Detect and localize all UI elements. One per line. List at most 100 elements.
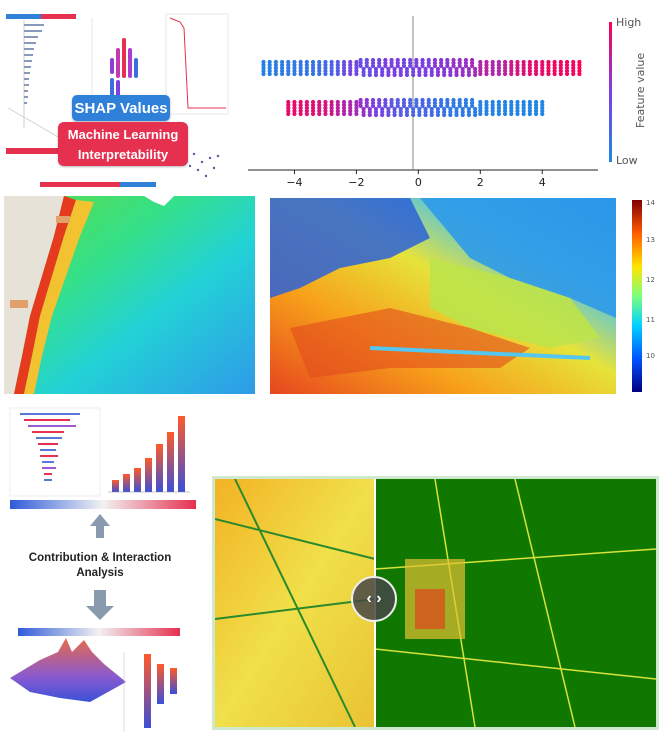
beeswarm-point	[558, 62, 563, 68]
beeswarm-point	[386, 69, 391, 75]
beeswarm-point	[310, 59, 316, 65]
beeswarm-point	[454, 106, 459, 112]
beeswarm-point	[496, 111, 501, 117]
beeswarm-point	[383, 97, 388, 103]
beeswarm-point	[426, 63, 431, 69]
beeswarm-point	[426, 103, 431, 109]
beeswarm-point	[451, 63, 456, 69]
beeswarm-point	[478, 68, 483, 74]
thumbnail-scatter	[184, 152, 220, 178]
beeswarm-point	[292, 62, 297, 68]
comparison-map-graphics	[215, 479, 656, 727]
beeswarm-point	[442, 72, 447, 78]
beeswarm-point	[445, 63, 450, 69]
beeswarm-point	[367, 109, 372, 115]
beeswarm-point	[304, 99, 309, 105]
beeswarm-point	[261, 68, 266, 74]
beeswarm-point	[521, 108, 526, 114]
beeswarm-point	[527, 59, 532, 65]
beeswarm-point	[367, 69, 372, 75]
beeswarm-point	[383, 63, 388, 69]
beeswarm-point	[466, 69, 472, 75]
beeswarm-point	[348, 111, 353, 117]
beeswarm-point	[395, 97, 400, 103]
down-arrow-icon	[86, 590, 114, 620]
beeswarm-point	[527, 71, 532, 77]
beeswarm-point	[392, 66, 397, 72]
beeswarm-point	[463, 97, 469, 103]
beeswarm-point	[417, 72, 422, 78]
beeswarm-point	[323, 102, 328, 108]
colorbar-low-label: Low	[616, 154, 638, 167]
beeswarm-point	[317, 108, 322, 114]
beeswarm-point	[361, 112, 366, 118]
beeswarm-point	[546, 68, 551, 74]
beeswarm-point	[267, 65, 272, 71]
beeswarm-point	[317, 68, 322, 74]
beeswarm-point	[401, 63, 407, 69]
beeswarm-point	[571, 68, 576, 74]
beeswarm-point	[533, 105, 539, 111]
beeswarm-point	[273, 65, 278, 71]
beeswarm-point	[310, 111, 316, 117]
beeswarm-point	[540, 65, 545, 71]
beeswarm-point	[348, 68, 353, 74]
beeswarm-point	[577, 68, 582, 74]
beeswarm-point	[490, 62, 495, 68]
beeswarm-point	[408, 103, 413, 109]
beeswarm-point	[286, 59, 291, 65]
beeswarm-point	[298, 62, 303, 68]
beeswarm-point	[533, 68, 539, 74]
bar-thumbnail	[112, 416, 185, 492]
beeswarm-point	[577, 71, 582, 77]
beeswarm-point	[354, 71, 359, 77]
beeswarm-point	[373, 109, 379, 115]
beeswarm-point	[304, 102, 309, 108]
compare-slider-handle[interactable]: ‹ ›	[351, 576, 397, 622]
beeswarm-point	[304, 71, 309, 77]
beeswarm-point	[451, 100, 456, 106]
beeswarm-point	[509, 99, 514, 105]
beeswarm-point	[463, 100, 469, 106]
beeswarm-point	[540, 105, 545, 111]
beeswarm-point	[417, 109, 422, 115]
land-area	[4, 196, 64, 394]
beeswarm-point	[527, 99, 532, 105]
beeswarm-point	[267, 68, 272, 74]
beeswarm-point	[423, 72, 428, 78]
beeswarm-point	[460, 69, 465, 75]
up-arrow-icon	[90, 514, 110, 538]
beeswarm-point	[426, 100, 431, 106]
beeswarm-point	[304, 65, 309, 71]
beeswarm-point	[354, 99, 359, 105]
beeswarm-point	[515, 62, 520, 68]
beeswarm-point	[420, 100, 425, 106]
interaction-bar	[144, 654, 151, 728]
beeswarm-point	[490, 65, 495, 71]
beeswarm-point	[470, 57, 475, 63]
beeswarm-point	[546, 62, 551, 68]
beeswarm-point	[460, 106, 465, 112]
beeswarm-point	[392, 112, 397, 118]
beeswarm-point	[310, 62, 316, 68]
beeswarm-point	[515, 102, 520, 108]
beeswarm-point	[304, 62, 309, 68]
beeswarm-point	[429, 109, 434, 115]
raster-map-left	[4, 196, 255, 394]
beeswarm-point	[439, 60, 444, 66]
beeswarm-point	[502, 108, 508, 114]
map-label-box	[10, 300, 28, 308]
beeswarm-point	[546, 59, 551, 65]
beeswarm-point	[411, 106, 416, 112]
beeswarm-point	[533, 102, 539, 108]
beeswarm-point	[354, 59, 359, 65]
beeswarm-point	[473, 106, 478, 112]
beeswarm-point	[445, 60, 450, 66]
beeswarm-point	[432, 63, 438, 69]
beeswarm-point	[304, 111, 309, 117]
beeswarm-point	[435, 106, 441, 112]
beeswarm-point	[417, 69, 422, 75]
beeswarm-point	[509, 102, 514, 108]
beeswarm-point	[329, 105, 334, 111]
beeswarm-point	[335, 68, 340, 74]
